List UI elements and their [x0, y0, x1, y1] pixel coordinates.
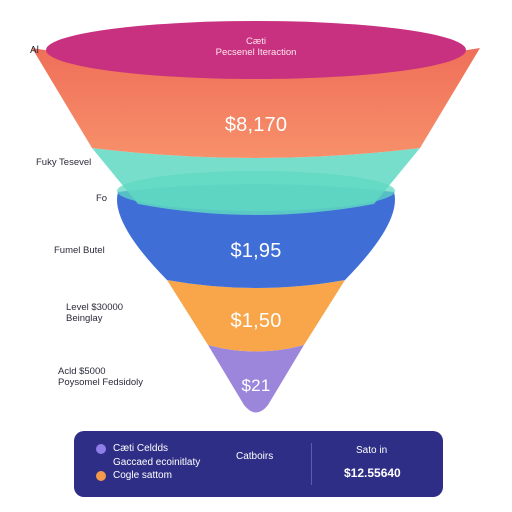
side-label-2-text: Fuky Tesevel	[36, 157, 92, 168]
legend-item-3: Cogle sattom	[96, 470, 172, 481]
funnel-stage-2	[92, 148, 420, 215]
side-label-5-line-2: Beinglay	[66, 313, 103, 324]
side-label-5: Level $30000 Beinglay	[66, 302, 123, 324]
side-label-3: Fo	[96, 193, 107, 204]
side-label-6: Acld $5000 Poysomel Fedsidoly	[58, 366, 143, 388]
side-label-4-text: Fumel Butel	[54, 245, 105, 256]
funnel-top-label-line-1: Cæti	[245, 36, 267, 47]
stage-5-value: $21	[241, 376, 271, 395]
legend-right-title: Sato in	[356, 445, 388, 456]
funnel-stage-4	[167, 280, 345, 352]
side-label-3-text: Fo	[96, 193, 108, 204]
side-label-4: Fumel Butel	[54, 245, 105, 256]
legend-dot-purple	[96, 443, 106, 454]
side-label-2: Fuky Tesevel	[36, 157, 91, 168]
side-label-6-line-2: Poysomel Fedsidoly	[58, 377, 144, 388]
funnel-stage-5	[208, 345, 304, 413]
side-label-1-text: Al	[30, 45, 39, 56]
funnel-top-ellipse	[46, 21, 466, 79]
funnel-top-label-line-2: Pecsenel Iteraction	[215, 47, 297, 58]
legend-dot-orange	[96, 470, 106, 481]
funnel-stage-1	[32, 48, 480, 158]
legend-item-2: Gaccaed ecoinitlaty	[113, 457, 200, 468]
side-label-6-line-1: Acld $5000	[58, 366, 106, 377]
legend-item-1-label: Cæti Celdds	[113, 443, 169, 454]
legend-center-label: Catboirs	[236, 451, 274, 462]
side-label-1: Al	[30, 45, 39, 56]
legend-item-2-label: Gaccaed ecoinitlaty	[113, 457, 201, 468]
funnel-top-label: Cæti Pecsenel Iteraction	[216, 36, 297, 58]
legend-item-3-label: Cogle sattom	[113, 470, 172, 481]
stage-4-value: $1,50	[230, 310, 282, 332]
legend-divider	[311, 443, 312, 485]
legend-right-value: $12.55640	[344, 466, 401, 480]
stage-3-value: $1,95	[230, 240, 282, 262]
stage-1-value: $8,170	[224, 114, 288, 136]
legend-panel: Cæti Celdds Gaccaed ecoinitlaty Cogle sa…	[74, 431, 443, 497]
legend-item-1: Cæti Celdds	[96, 443, 168, 454]
side-label-5-line-1: Level $30000	[66, 302, 124, 313]
